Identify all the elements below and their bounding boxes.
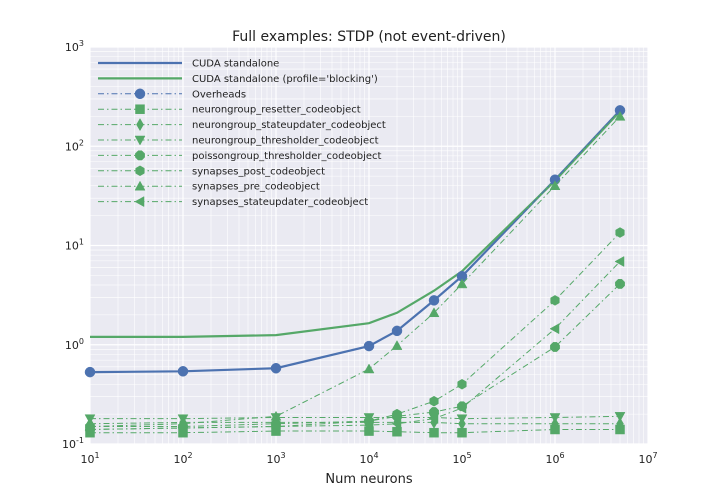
series-layer <box>84 105 626 438</box>
triangle-left-marker <box>428 413 439 425</box>
triangle-down-marker <box>134 135 146 146</box>
legend: CUDA standalone CUDA standalone (profile=… <box>98 59 386 208</box>
triangle-left-marker <box>363 419 374 431</box>
circle-marker <box>270 362 282 374</box>
legend-entry: synapses_stateupdater_codeobject <box>98 196 368 208</box>
square-marker <box>135 104 145 114</box>
triangle-down-marker <box>549 413 561 423</box>
x-tick-label: 105 <box>452 451 471 466</box>
square-marker <box>429 427 439 438</box>
chart-title: Full examples: STDP (not event-driven) <box>232 29 506 45</box>
legend-label: Overheads <box>192 89 246 100</box>
octagon-marker <box>615 279 625 289</box>
legend-label: CUDA standalone <box>192 59 279 70</box>
circle-marker <box>134 88 146 100</box>
series-9 <box>84 256 625 435</box>
y-tick-label: 100 <box>65 337 84 352</box>
x-tick-label: 106 <box>545 451 564 466</box>
triangle-left-marker <box>177 422 188 434</box>
hexagon-marker <box>550 295 560 306</box>
legend-label: CUDA standalone (profile='blocking') <box>192 74 378 85</box>
y-tick-label: 10-1 <box>62 436 84 451</box>
circle-marker <box>391 325 403 337</box>
triangle-up-marker <box>363 363 375 374</box>
legend-entry: neurongroup_stateupdater_codeobject <box>98 118 386 132</box>
hexagon-marker <box>392 408 402 420</box>
legend-entry: neurongroup_resetter_codeobject <box>98 104 361 116</box>
x-tick-label: 104 <box>359 451 378 466</box>
triangle-up-marker <box>270 410 282 421</box>
legend-entry: synapses_pre_codeobject <box>98 180 320 193</box>
legend-entry: synapses_post_codeobject <box>98 165 325 177</box>
y-tick-label: 101 <box>65 238 84 253</box>
octagon-marker <box>550 342 560 352</box>
thin-diamond-marker <box>136 118 144 132</box>
triangle-up-marker <box>456 278 468 289</box>
triangle-left-marker <box>270 421 281 432</box>
triangle-up-marker <box>134 180 146 191</box>
circle-marker <box>84 366 96 378</box>
triangle-left-marker <box>134 196 145 208</box>
hexagon-marker <box>429 395 439 407</box>
legend-label: neurongroup_thresholder_codeobject <box>192 136 379 147</box>
triangle-left-marker <box>84 424 95 435</box>
tick-labels: 101 102 103 104 105 106 107 10-1 100 101 102 103 <box>62 39 658 466</box>
triangle-down-marker <box>456 414 468 425</box>
legend-label: synapses_pre_codeobject <box>192 182 320 193</box>
hexagon-marker <box>615 227 625 238</box>
x-axis-label: Num neurons <box>325 472 412 487</box>
x-tick-label: 102 <box>173 451 192 466</box>
legend-label: poissongroup_thresholder_codeobject <box>192 151 382 162</box>
y-tick-label: 103 <box>65 39 84 54</box>
legend-entry: neurongroup_thresholder_codeobject <box>98 136 379 147</box>
thin-diamond-marker <box>551 417 559 431</box>
octagon-marker <box>135 150 145 161</box>
triangle-up-marker <box>549 180 561 190</box>
triangle-up-marker <box>391 340 403 350</box>
legend-entry: poissongroup_thresholder_codeobject <box>98 150 382 162</box>
triangle-left-marker <box>456 402 467 414</box>
triangle-left-marker <box>391 418 402 430</box>
legend-label: neurongroup_stateupdater_codeobject <box>192 120 386 131</box>
legend-label: synapses_stateupdater_codeobject <box>192 197 368 208</box>
legend-label: synapses_post_codeobject <box>192 166 325 177</box>
hexagon-marker <box>457 378 467 390</box>
hexagon-marker <box>135 165 145 177</box>
triangle-up-marker <box>428 307 440 318</box>
series-2 <box>84 105 626 378</box>
x-tick-label: 103 <box>266 451 285 466</box>
series-line <box>90 110 621 338</box>
legend-entry: CUDA standalone <box>98 59 279 70</box>
legend-entry: Overheads <box>98 88 246 100</box>
legend-entry: CUDA standalone (profile='blocking') <box>98 74 378 85</box>
triangle-up-marker <box>614 110 626 121</box>
triangle-left-marker <box>549 323 560 335</box>
series-1 <box>90 110 621 338</box>
circle-marker <box>428 295 440 306</box>
circle-marker <box>363 340 375 352</box>
triangle-down-marker <box>614 412 626 422</box>
circle-marker <box>177 366 189 377</box>
triangle-down-marker <box>84 414 96 425</box>
y-tick-label: 102 <box>65 138 84 153</box>
series-8 <box>84 110 626 431</box>
x-tick-label: 107 <box>638 451 657 466</box>
legend-label: neurongroup_resetter_codeobject <box>192 105 361 116</box>
x-tick-label: 101 <box>80 451 99 466</box>
triangle-left-marker <box>614 256 625 267</box>
thin-diamond-marker <box>616 417 624 431</box>
